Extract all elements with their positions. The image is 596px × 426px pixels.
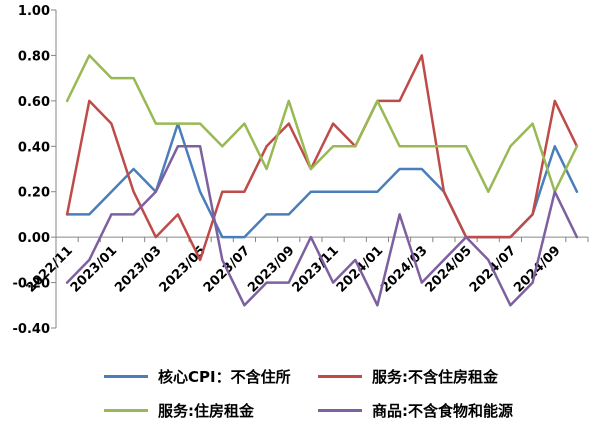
- y-tick-label: -0.20: [13, 277, 50, 292]
- legend-item-core-cpi: 核心CPI：不含住所: [104, 364, 291, 388]
- x-tick-label: 2023/03: [112, 243, 164, 295]
- legend-label-core-goods: 商品:不含食物和能源: [372, 401, 513, 420]
- y-axis: 1.00 0.80 0.60 0.40 0.20 0.00 -0.20 -0.40: [13, 4, 57, 337]
- legend-label-services-ex-rent: 服务:不含住房租金: [372, 367, 498, 386]
- series-line-0: [65, 122, 579, 239]
- legend-swatch-core-cpi: [104, 374, 148, 378]
- legend-swatch-rent: [104, 408, 148, 412]
- legend-label-core-cpi: 核心CPI：不含住所: [158, 367, 291, 386]
- legend: 核心CPI：不含住所 服务:不含住房租金 服务:住房租金 商品:不含食物和能源: [0, 356, 596, 426]
- x-tick-label: 2024/09: [511, 243, 563, 295]
- x-tick-label: 2024/05: [423, 243, 475, 295]
- legend-item-services-ex-rent: 服务:不含住房租金: [318, 364, 498, 388]
- legend-swatch-services-ex-rent: [318, 374, 362, 378]
- x-tick-label: 2023/05: [157, 243, 209, 295]
- y-tick-label: 0.80: [18, 49, 50, 64]
- x-tick-label: 2023/11: [290, 243, 342, 295]
- y-tick-label: 0.00: [18, 231, 50, 246]
- line-chart: 1.000.800.600.400.200.00-0.20-0.40 2022/…: [13, 4, 589, 337]
- y-tick-label: -0.40: [13, 322, 50, 337]
- series-layer: [65, 54, 579, 307]
- y-tick-label: 0.40: [18, 140, 50, 155]
- series-line-3: [65, 145, 579, 307]
- y-tick-label: 0.60: [18, 95, 50, 110]
- series-line-1: [65, 54, 579, 262]
- legend-swatch-core-goods: [318, 408, 362, 412]
- x-tick-label: 2023/09: [245, 243, 297, 295]
- legend-item-rent: 服务:住房租金: [104, 398, 254, 422]
- series-line-2: [65, 54, 579, 193]
- legend-item-core-goods: 商品:不含食物和能源: [318, 398, 513, 422]
- y-tick-label: 1.00: [18, 4, 50, 19]
- y-tick-label: 0.20: [18, 186, 50, 201]
- legend-label-rent: 服务:住房租金: [158, 401, 254, 420]
